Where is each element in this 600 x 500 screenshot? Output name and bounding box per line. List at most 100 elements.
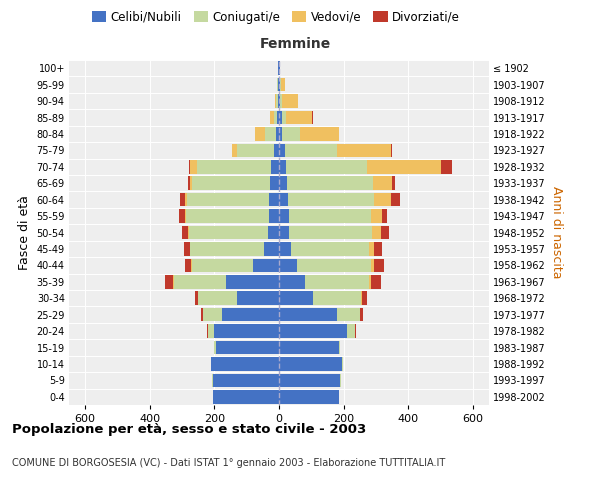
Bar bbox=[274, 144, 279, 157]
Bar bbox=[281, 78, 286, 92]
Bar bbox=[276, 94, 278, 108]
Bar bbox=[279, 193, 288, 206]
Bar bbox=[237, 292, 279, 305]
Bar bbox=[362, 292, 367, 305]
Bar bbox=[300, 127, 339, 140]
Bar bbox=[208, 324, 214, 338]
Bar bbox=[360, 308, 361, 322]
Bar bbox=[193, 176, 270, 190]
Bar bbox=[191, 258, 192, 272]
Text: Femmine: Femmine bbox=[260, 38, 331, 52]
Bar bbox=[289, 226, 372, 239]
Bar bbox=[382, 226, 389, 239]
Bar bbox=[279, 127, 282, 140]
Bar bbox=[279, 292, 313, 305]
Bar bbox=[279, 275, 305, 288]
Bar bbox=[282, 94, 298, 108]
Bar bbox=[279, 374, 340, 387]
Bar bbox=[256, 127, 265, 140]
Bar bbox=[190, 176, 193, 190]
Text: Popolazione per età, sesso e stato civile - 2003: Popolazione per età, sesso e stato civil… bbox=[12, 422, 366, 436]
Bar bbox=[269, 193, 279, 206]
Bar bbox=[374, 242, 382, 256]
Bar bbox=[280, 78, 281, 92]
Legend: Celibi/Nubili, Coniugati/e, Vedovi/e, Divorziati/e: Celibi/Nubili, Coniugati/e, Vedovi/e, Di… bbox=[87, 6, 465, 28]
Bar bbox=[265, 242, 279, 256]
Bar bbox=[342, 357, 343, 370]
Bar bbox=[268, 226, 279, 239]
Bar bbox=[279, 160, 286, 173]
Bar bbox=[214, 341, 216, 354]
Bar bbox=[279, 210, 289, 223]
Bar bbox=[279, 390, 339, 404]
Bar bbox=[279, 308, 337, 322]
Bar bbox=[289, 210, 371, 223]
Y-axis label: Anni di nascita: Anni di nascita bbox=[550, 186, 563, 279]
Bar bbox=[279, 111, 281, 124]
Bar bbox=[286, 160, 367, 173]
Bar bbox=[182, 226, 188, 239]
Bar bbox=[279, 341, 339, 354]
Bar bbox=[288, 193, 374, 206]
Bar bbox=[203, 308, 223, 322]
Bar bbox=[201, 308, 203, 322]
Bar bbox=[337, 144, 391, 157]
Bar bbox=[339, 341, 340, 354]
Bar bbox=[274, 111, 277, 124]
Bar bbox=[285, 144, 337, 157]
Bar bbox=[347, 324, 355, 338]
Bar bbox=[232, 144, 237, 157]
Bar bbox=[271, 160, 279, 173]
Bar bbox=[192, 258, 253, 272]
Bar bbox=[179, 210, 185, 223]
Bar bbox=[371, 275, 381, 288]
Bar bbox=[185, 258, 191, 272]
Bar bbox=[382, 210, 387, 223]
Bar bbox=[339, 127, 340, 140]
Bar bbox=[207, 324, 208, 338]
Bar bbox=[286, 111, 312, 124]
Bar bbox=[277, 127, 279, 140]
Bar bbox=[441, 160, 452, 173]
Bar bbox=[278, 94, 279, 108]
Bar bbox=[213, 390, 279, 404]
Bar bbox=[173, 275, 174, 288]
Bar bbox=[281, 111, 286, 124]
Bar bbox=[279, 176, 287, 190]
Bar bbox=[392, 176, 395, 190]
Bar bbox=[279, 94, 280, 108]
Bar bbox=[253, 258, 279, 272]
Bar bbox=[186, 210, 269, 223]
Bar bbox=[373, 176, 392, 190]
Bar bbox=[190, 160, 197, 173]
Bar bbox=[355, 324, 356, 338]
Bar bbox=[371, 258, 374, 272]
Bar bbox=[279, 357, 342, 370]
Bar bbox=[270, 176, 279, 190]
Bar bbox=[189, 160, 190, 173]
Bar bbox=[223, 308, 279, 322]
Bar bbox=[190, 242, 265, 256]
Bar bbox=[269, 111, 274, 124]
Text: COMUNE DI BORGOSESIA (VC) - Dati ISTAT 1° gennaio 2003 - Elaborazione TUTTITALIA: COMUNE DI BORGOSESIA (VC) - Dati ISTAT 1… bbox=[12, 458, 445, 468]
Bar bbox=[361, 308, 363, 322]
Bar bbox=[187, 193, 269, 206]
Bar bbox=[279, 324, 347, 338]
Bar bbox=[282, 127, 300, 140]
Bar bbox=[214, 324, 279, 338]
Bar bbox=[279, 62, 280, 75]
Bar bbox=[370, 275, 371, 288]
Bar bbox=[297, 258, 371, 272]
Bar bbox=[372, 226, 382, 239]
Bar bbox=[211, 357, 279, 370]
Bar bbox=[278, 78, 279, 92]
Bar bbox=[374, 193, 391, 206]
Bar bbox=[185, 193, 187, 206]
Bar bbox=[226, 275, 279, 288]
Bar bbox=[275, 94, 276, 108]
Bar bbox=[194, 292, 198, 305]
Bar bbox=[269, 210, 279, 223]
Bar bbox=[374, 258, 384, 272]
Bar bbox=[184, 242, 190, 256]
Bar bbox=[165, 275, 173, 288]
